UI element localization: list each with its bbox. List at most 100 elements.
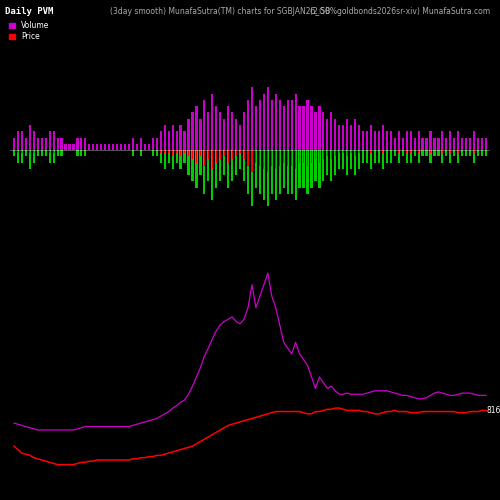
Bar — [275, 150, 276, 169]
Bar — [358, 125, 360, 150]
Bar — [430, 150, 431, 153]
Bar — [13, 138, 15, 150]
Bar — [346, 118, 348, 150]
Bar — [461, 138, 464, 150]
Bar — [160, 150, 162, 162]
Bar — [56, 138, 58, 150]
Bar — [48, 131, 51, 150]
Bar — [184, 131, 186, 150]
Bar — [306, 100, 308, 150]
Bar — [168, 150, 169, 153]
Bar — [188, 150, 189, 156]
Bar — [311, 150, 312, 162]
Bar — [394, 150, 396, 156]
Bar — [223, 118, 226, 150]
Bar — [430, 150, 432, 162]
Bar — [215, 106, 218, 150]
Bar — [267, 88, 269, 150]
Bar — [17, 131, 19, 150]
Bar — [354, 150, 356, 156]
Bar — [180, 150, 181, 156]
Bar — [164, 150, 166, 153]
Bar — [287, 150, 288, 166]
Bar — [390, 131, 392, 150]
Bar — [469, 150, 472, 156]
Bar — [422, 150, 424, 156]
Bar — [104, 144, 106, 150]
Bar — [53, 150, 54, 153]
Bar — [100, 144, 102, 150]
Bar — [402, 138, 404, 150]
Bar — [358, 150, 360, 169]
Bar — [239, 125, 241, 150]
Bar — [21, 150, 23, 162]
Bar — [40, 150, 43, 156]
Bar — [298, 150, 300, 188]
Bar — [192, 150, 193, 160]
Bar — [453, 150, 456, 156]
Bar — [140, 138, 142, 150]
Bar — [302, 150, 304, 188]
Bar — [243, 150, 245, 181]
Bar — [418, 150, 419, 153]
Bar — [160, 150, 162, 153]
Bar — [331, 150, 332, 160]
Bar — [330, 112, 332, 150]
Bar — [481, 138, 483, 150]
Bar — [465, 150, 468, 156]
Bar — [212, 150, 213, 169]
Bar — [200, 118, 202, 150]
Bar — [473, 150, 475, 162]
Bar — [49, 150, 50, 153]
Bar — [426, 150, 428, 156]
Bar — [457, 150, 460, 162]
Bar — [219, 150, 222, 181]
Text: (3day smooth) MunafaSutra(TM) charts for SGBJAN26_GB: (3day smooth) MunafaSutra(TM) charts for… — [110, 8, 330, 16]
Bar — [282, 106, 285, 150]
Bar — [374, 150, 376, 162]
Bar — [112, 144, 114, 150]
Bar — [216, 150, 217, 162]
Bar — [239, 150, 241, 169]
Bar — [196, 150, 197, 162]
Bar — [394, 138, 396, 150]
Bar — [458, 150, 459, 153]
Bar — [318, 106, 320, 150]
Bar — [322, 112, 324, 150]
Bar — [168, 150, 170, 162]
Bar — [442, 150, 443, 153]
Bar — [338, 125, 340, 150]
Bar — [438, 150, 440, 156]
Bar — [438, 138, 440, 150]
Bar — [398, 131, 400, 150]
Bar — [188, 150, 190, 175]
Bar — [255, 106, 257, 150]
Bar — [28, 150, 31, 169]
Bar — [17, 150, 19, 162]
Bar — [180, 150, 182, 169]
Text: 8160.00: 8160.00 — [486, 406, 500, 415]
Bar — [68, 144, 70, 150]
Bar — [215, 150, 218, 188]
Bar — [204, 150, 206, 194]
Bar — [270, 100, 273, 150]
Bar — [406, 150, 407, 153]
Bar — [223, 150, 226, 175]
Bar — [200, 150, 202, 175]
Bar — [64, 144, 66, 150]
Bar — [204, 150, 205, 166]
Bar — [418, 150, 420, 162]
Bar — [251, 88, 253, 150]
Bar — [406, 150, 408, 162]
Bar — [442, 131, 444, 150]
Bar — [60, 150, 62, 156]
Bar — [208, 112, 210, 150]
Bar — [410, 150, 411, 153]
Bar — [211, 150, 214, 200]
Bar — [338, 150, 340, 169]
Bar — [294, 94, 296, 150]
Bar — [76, 138, 78, 150]
Bar — [176, 150, 178, 162]
Bar — [426, 138, 428, 150]
Bar — [164, 150, 166, 169]
